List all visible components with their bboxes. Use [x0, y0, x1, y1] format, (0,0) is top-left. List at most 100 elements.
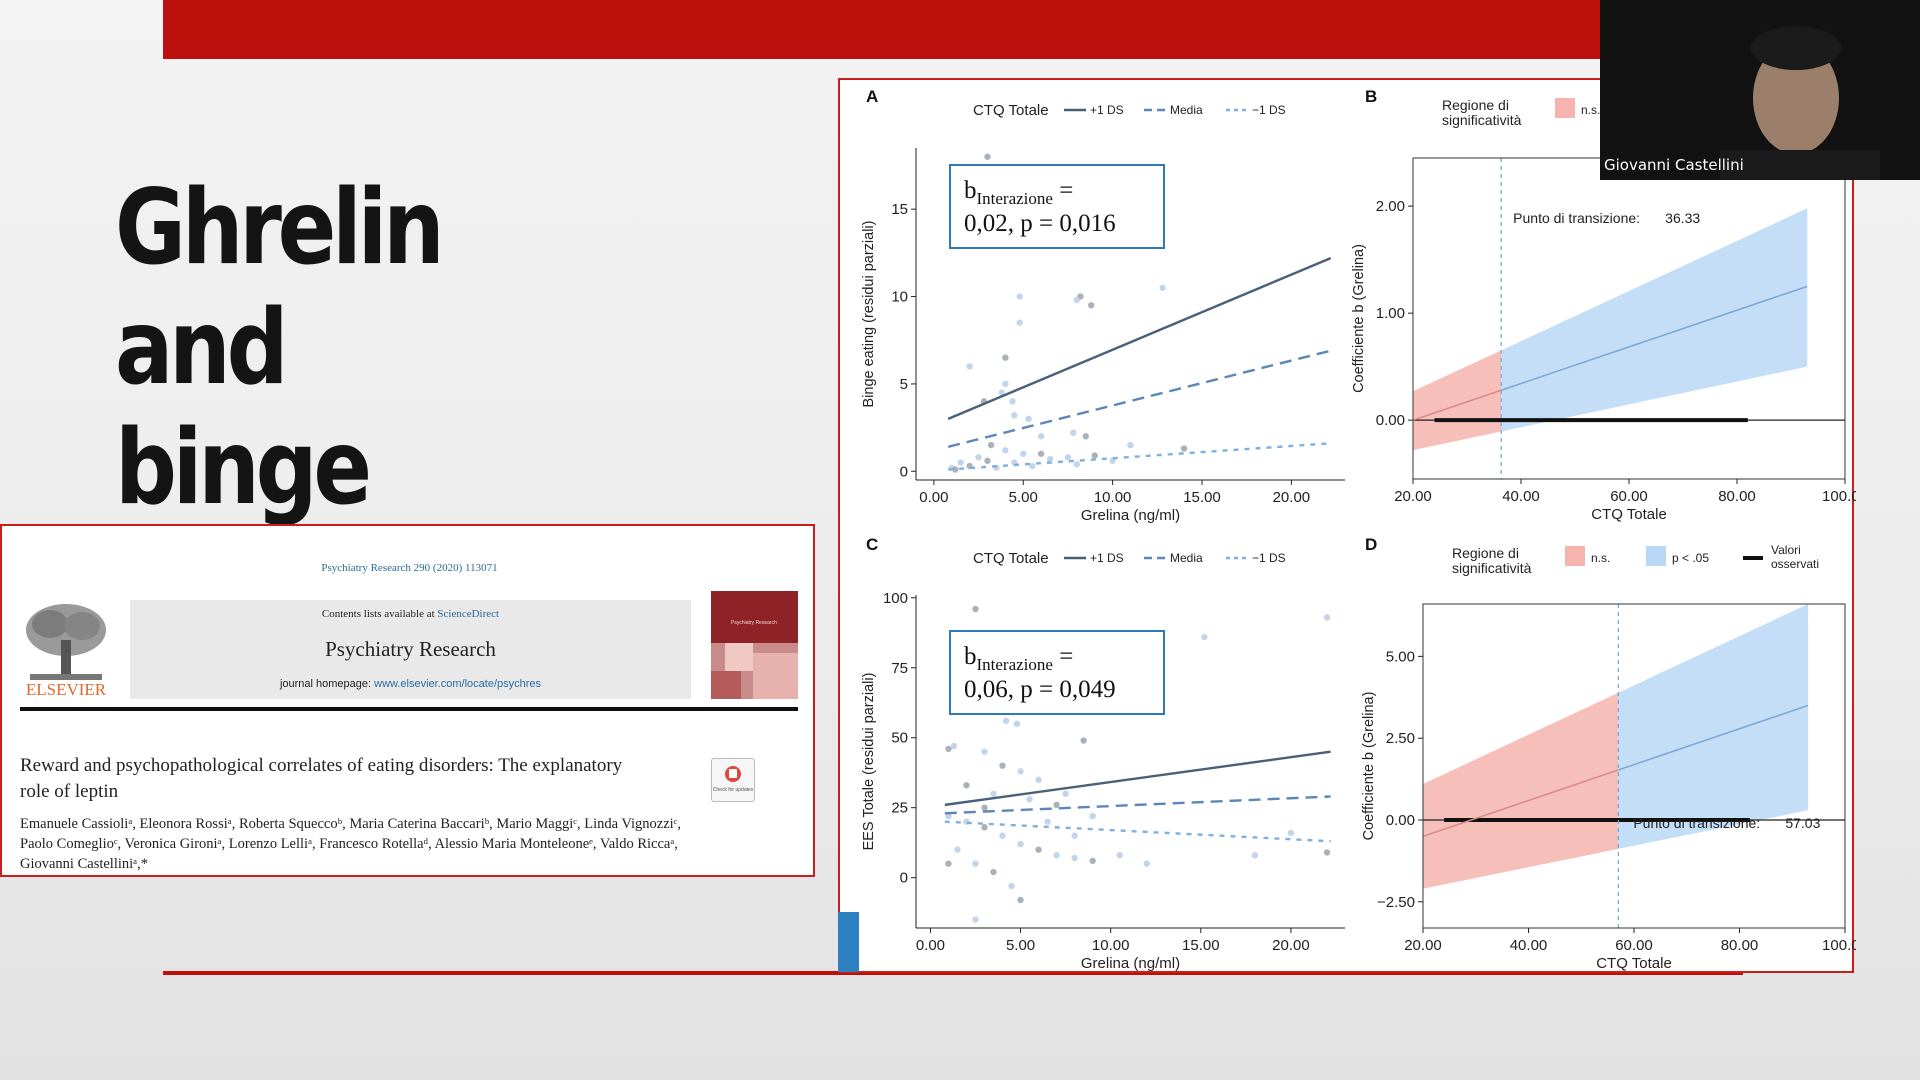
pb-x-tick-label: 40.00 — [1502, 488, 1540, 505]
pd-legend-ns-swatch — [1565, 546, 1585, 566]
presenter-name: Giovanni Castellini — [1604, 156, 1744, 174]
pc-data-point — [1089, 857, 1096, 865]
panel-d: D Punto di transizione: 57.03 Regione disig… — [1361, 535, 1856, 972]
pc-data-point — [972, 605, 979, 613]
pd-panel-label: D — [1365, 535, 1377, 554]
pc-data-point — [1035, 846, 1042, 853]
pa-legend-label-1: Media — [1170, 103, 1203, 117]
pb-ns-band — [1413, 350, 1502, 451]
pa-data-point — [987, 441, 995, 449]
journal-cover-thumbnail: Psychiatry Research — [711, 591, 798, 699]
pc-data-point — [1044, 818, 1051, 825]
bottom-accent-line — [163, 971, 1743, 975]
pb-legend-ns-label: n.s. — [1581, 103, 1600, 117]
pb-transition-value: 36.33 — [1665, 210, 1700, 226]
pa-x-tick-label: 20.00 — [1273, 489, 1311, 506]
pa-series-line-1 — [947, 349, 1331, 448]
pa-panel-label: A — [866, 87, 878, 106]
contents-prefix: Contents lists available at — [321, 608, 438, 620]
pd-x-tick-label: 100.00 — [1822, 937, 1856, 954]
pc-data-point — [945, 812, 952, 820]
webcam-overlay: Giovanni Castellini — [1600, 0, 1920, 180]
pa-data-point — [984, 457, 991, 464]
pc-data-point — [1013, 720, 1021, 727]
pb-legend-title-2: significatività — [1442, 112, 1522, 128]
pa-data-point — [966, 363, 973, 370]
pc-x-axis-label: Grelina (ng/ml) — [1081, 955, 1180, 972]
pd-ns-band — [1423, 692, 1619, 889]
check-for-updates-badge[interactable]: Check for updates — [711, 758, 755, 802]
pa-annotation-eq: = — [1053, 177, 1073, 204]
pc-annotation-sub: Interazione — [977, 655, 1053, 674]
pd-x-tick-label: 80.00 — [1721, 937, 1759, 954]
pc-data-point — [972, 860, 979, 867]
pc-data-point — [1143, 860, 1150, 867]
pc-data-point — [1053, 801, 1060, 809]
blue-accent-block — [838, 912, 859, 972]
pa-y-tick-label: 5 — [900, 376, 908, 393]
elsevier-tree-logo — [20, 600, 112, 696]
pc-y-tick-label: 75 — [891, 660, 908, 677]
pa-data-point — [1002, 380, 1009, 388]
pa-legend-title: CTQ Totale — [973, 102, 1049, 119]
pb-x-tick-label: 60.00 — [1610, 488, 1648, 505]
pc-data-point — [972, 916, 979, 923]
pb-transition-label: Punto di transizione: — [1513, 210, 1640, 226]
pa-series-line-2 — [948, 442, 1331, 471]
paper-authors: Emanuele Cassioliᵃ, Eleonora Rossiᵃ, Rob… — [20, 816, 682, 872]
pc-data-point — [1071, 832, 1078, 839]
pc-data-point — [945, 745, 952, 753]
pc-x-tick-label: 20.00 — [1272, 937, 1310, 954]
pc-data-point — [1062, 790, 1069, 797]
pd-y-tick-label: 0.00 — [1386, 812, 1415, 829]
panel-b: B Punto di transizione: 36.33 Regione disig… — [1351, 87, 1856, 523]
pa-data-point — [1016, 293, 1023, 300]
pa-data-point — [1016, 319, 1023, 326]
homepage-line: journal homepage: www.elsevier.com/locat… — [130, 678, 691, 690]
pa-data-point — [1087, 302, 1095, 309]
pc-series-line-2 — [944, 820, 1331, 843]
pc-y-tick-label: 0 — [900, 870, 908, 887]
pc-data-point — [1116, 852, 1123, 859]
pb-y-axis-label: Coefficiente b (Grelina) — [1351, 244, 1367, 393]
pb-x-axis-label: CTQ Totale — [1591, 506, 1667, 523]
pc-panel-label: C — [866, 535, 878, 554]
paper-header-card: Psychiatry Research 290 (2020) 113071 EL… — [0, 524, 815, 877]
pb-legend-ns-swatch — [1555, 98, 1575, 118]
pd-transition-label: Punto di transizione: — [1633, 815, 1760, 831]
pc-y-tick-label: 50 — [891, 730, 908, 747]
paper-title: Reward and psychopathological correlates… — [20, 755, 623, 802]
presenter-silhouette — [1600, 0, 1920, 180]
journal-reference[interactable]: Psychiatry Research 290 (2020) 113071 — [321, 562, 498, 574]
contents-line: Contents lists available at ScienceDirec… — [130, 608, 691, 620]
pc-data-point — [1323, 614, 1331, 621]
panel-c: C CTQ Totale +1 DS Media −1 DS bInterazione =… — [861, 535, 1345, 972]
pb-legend-title-1: Regione di — [1442, 97, 1509, 113]
pc-data-point — [1017, 768, 1024, 775]
pd-legend-ns-label: n.s. — [1591, 551, 1610, 565]
pd-y-axis-label: Coefficiente b (Grelina) — [1361, 692, 1377, 841]
pc-data-point — [963, 782, 970, 789]
pa-data-point — [984, 153, 991, 160]
pd-sig-band — [1618, 604, 1809, 849]
pa-y-tick-label: 15 — [891, 201, 908, 218]
pd-legend-obs-label-2: osservati — [1771, 557, 1819, 571]
pa-data-point — [1037, 433, 1045, 440]
pc-data-point — [1026, 796, 1033, 803]
sciencedirect-link[interactable]: ScienceDirect — [437, 608, 500, 620]
pc-data-point — [954, 846, 961, 853]
pc-data-point — [1008, 882, 1015, 890]
pa-y-axis-label: Binge eating (residui parziali) — [861, 221, 877, 408]
pa-data-point — [1159, 284, 1166, 291]
pc-data-point — [1080, 737, 1087, 744]
pa-data-point — [1046, 455, 1054, 463]
pd-legend-obs-label-1: Valori — [1771, 543, 1801, 557]
journal-name: Psychiatry Research — [325, 637, 496, 661]
pa-data-point — [1073, 461, 1081, 468]
pa-data-point — [1020, 450, 1027, 457]
pc-data-point — [999, 832, 1006, 839]
pa-data-point — [1180, 445, 1188, 452]
homepage-link[interactable]: www.elsevier.com/locate/psychres — [374, 678, 542, 690]
pd-legend-title-1: Regione di — [1452, 545, 1519, 561]
pc-data-point — [1287, 829, 1295, 837]
